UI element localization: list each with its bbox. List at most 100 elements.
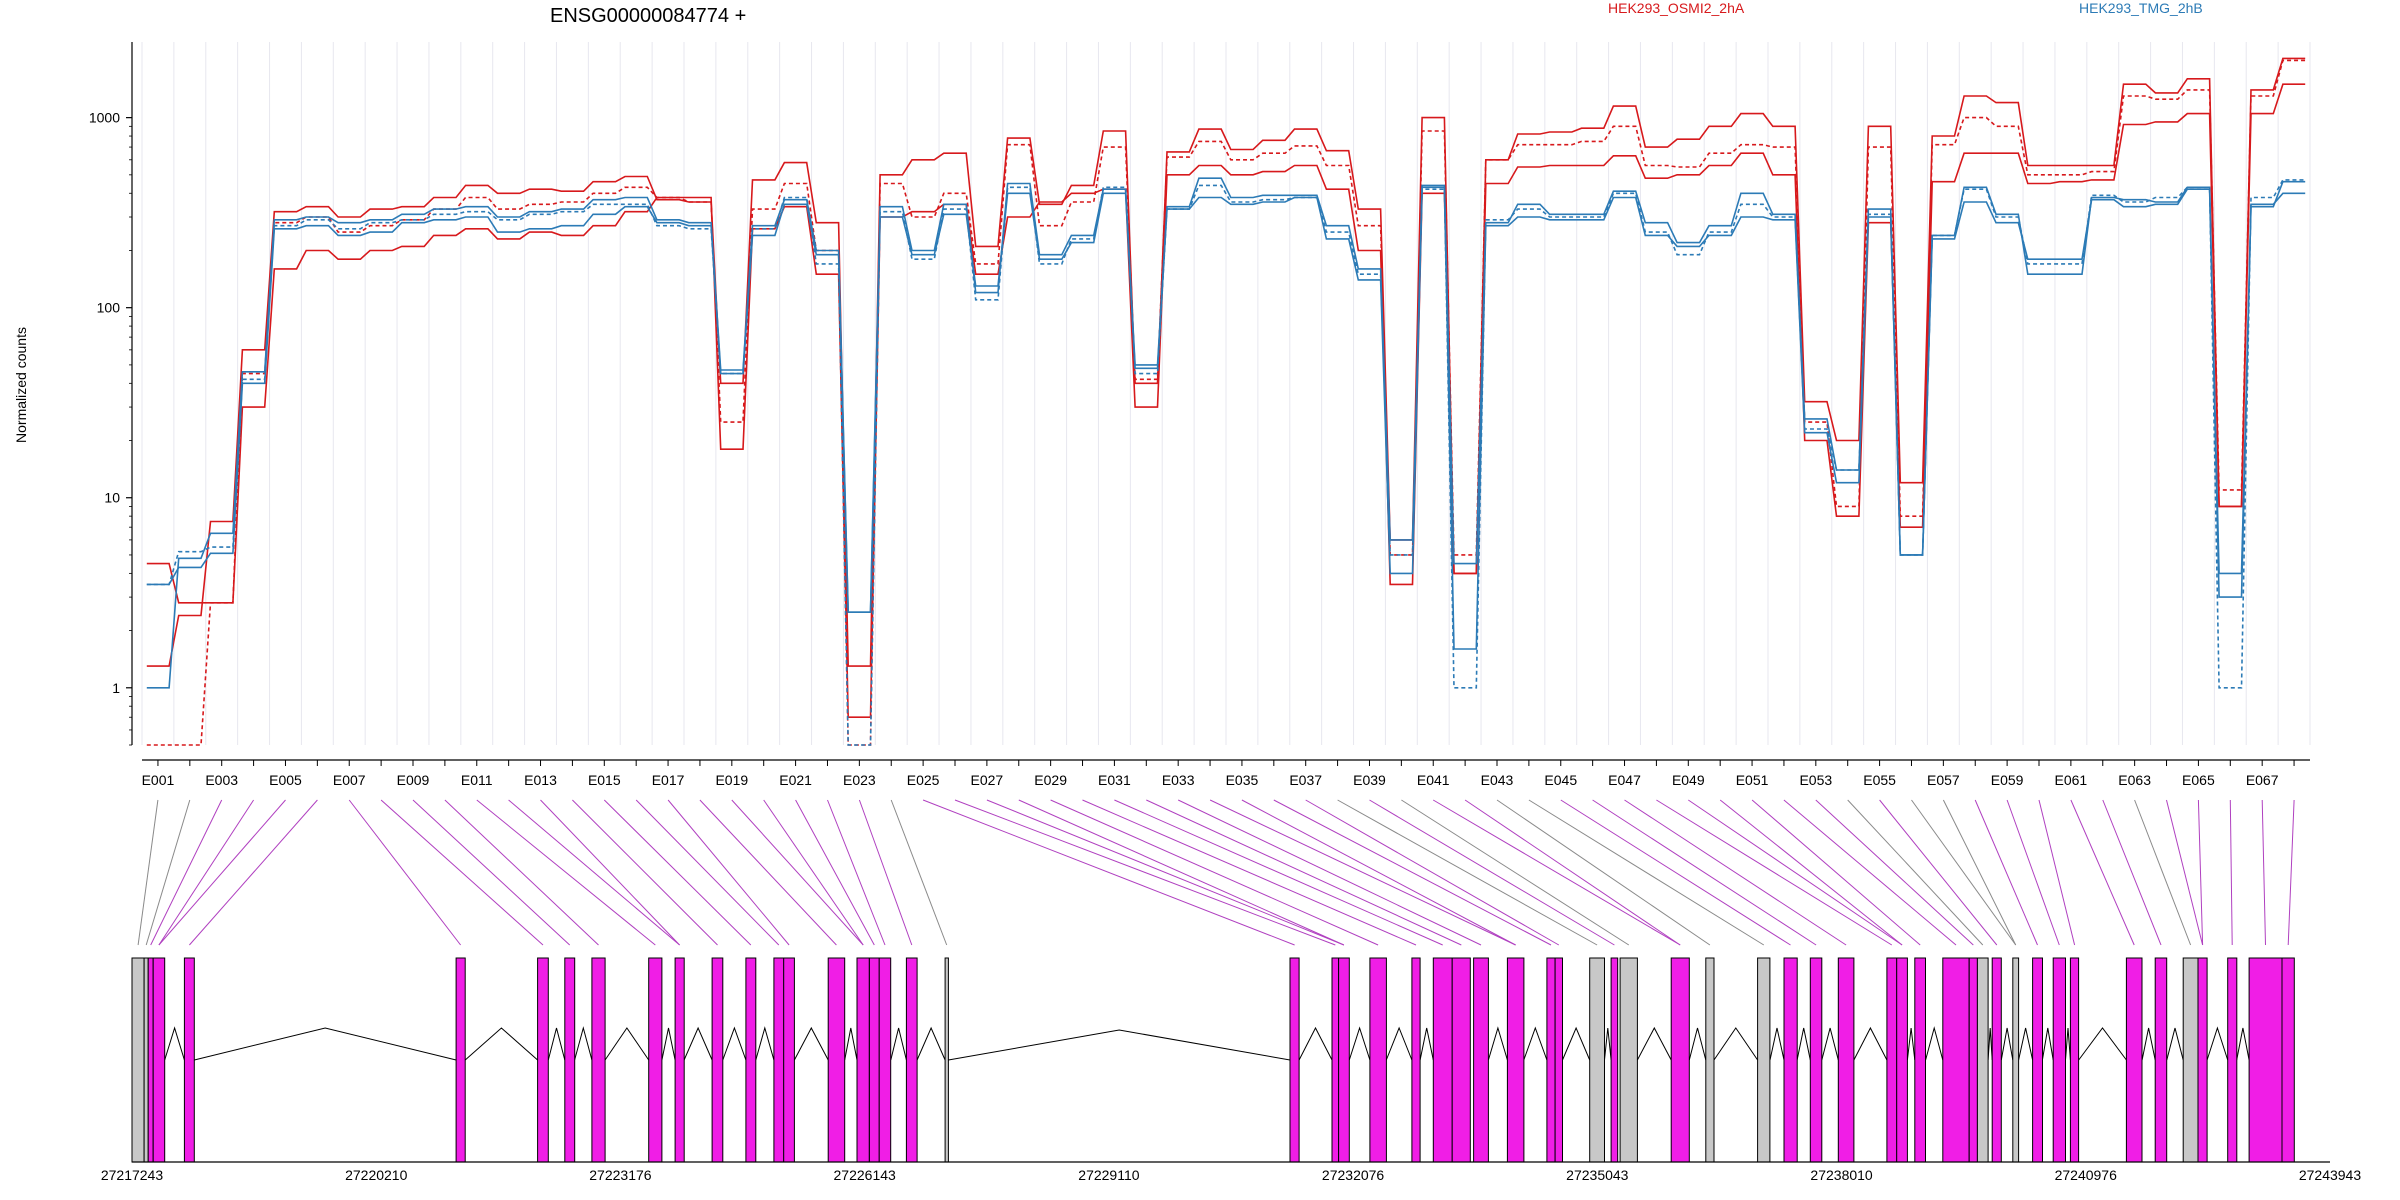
exon-block: [1610, 957, 1619, 1163]
y-tick-label: 1: [112, 680, 120, 696]
exon-connector: [1464, 799, 1681, 946]
exon-tick-label: E067: [2246, 772, 2279, 788]
exon-block: [674, 957, 685, 1163]
exon-tick-label: E023: [843, 772, 876, 788]
exon-block: [905, 957, 918, 1163]
exon-connector: [1369, 799, 1615, 946]
exon-connector: [731, 799, 864, 946]
exon-connector: [1847, 799, 1984, 946]
exon-connector: [380, 799, 544, 946]
exon-block: [1506, 957, 1525, 1163]
exon-block: [1896, 957, 1908, 1163]
exon-block: [2069, 957, 2080, 1163]
y-tick-label: 100: [97, 300, 121, 316]
exon-block: [1837, 957, 1855, 1163]
exon-block: [711, 957, 724, 1163]
series-line-4: [146, 180, 2306, 650]
exon-connector: [2261, 799, 2266, 946]
exon-connector: [348, 799, 461, 946]
exon-tick-label: E045: [1544, 772, 1577, 788]
exon-connector: [1401, 799, 1630, 946]
exon-connector: [827, 799, 886, 946]
exon-block: [1473, 957, 1489, 1163]
exon-connector: [1177, 799, 1482, 946]
exon-block-untested: [1705, 957, 1715, 1163]
legend-entry-osmi2: HEK293_OSMI2_2hA: [1608, 0, 1745, 16]
genomic-tick-label: 27223176: [589, 1167, 652, 1183]
exon-connector: [858, 799, 913, 946]
y-tick-label: 1000: [89, 110, 120, 126]
exon-connector: [508, 799, 680, 946]
exon-connector: [1656, 799, 1893, 946]
y-axis: 1 10 100 1000: [89, 42, 133, 746]
exon-tick-label: E003: [205, 772, 238, 788]
exon-connector: [158, 799, 255, 946]
exon-block: [1942, 957, 1970, 1163]
genomic-tick-label: 27217243: [101, 1167, 164, 1183]
exon-connector: [667, 799, 790, 946]
exon-block: [537, 957, 549, 1163]
genomic-tick-label: 27235043: [1566, 1167, 1629, 1183]
exon-connector: [1273, 799, 1552, 946]
genomic-tick-label: 27226143: [834, 1167, 897, 1183]
exon-block: [745, 957, 757, 1163]
exon-tick-label: E021: [779, 772, 812, 788]
exon-block: [183, 957, 195, 1163]
exon-block: [2032, 957, 2043, 1163]
genomic-tick-label: 27232076: [1322, 1167, 1385, 1183]
exon-block: [455, 957, 466, 1163]
exon-tick-label: E029: [1034, 772, 1067, 788]
exon-connector: [635, 799, 780, 946]
exon-connector: [2197, 799, 2204, 946]
exon-connector: [1815, 799, 1974, 946]
exon-tick-label: E055: [1863, 772, 1896, 788]
exon-block: [2125, 957, 2143, 1163]
exon-connector: [2038, 799, 2076, 946]
exon-tick-label: E053: [1799, 772, 1832, 788]
exon-connector: [1688, 799, 1903, 946]
exon-block: [1554, 957, 1563, 1163]
exon-connector: [1050, 799, 1379, 946]
exon-tick-label: E063: [2118, 772, 2151, 788]
exon-block: [1886, 957, 1898, 1163]
genomic-tick-label: 27243943: [2299, 1167, 2362, 1183]
genomic-tick-label: 27238010: [1810, 1167, 1873, 1183]
exon-block: [2197, 957, 2208, 1163]
exon-tick-label: E047: [1608, 772, 1641, 788]
exon-block: [868, 957, 880, 1163]
exon-connector: [1082, 799, 1417, 946]
exon-block: [856, 957, 870, 1163]
exon-block: [1411, 957, 1421, 1163]
exon-connector: [2166, 799, 2204, 946]
series-lines: [146, 57, 2306, 746]
exon-connector: [1305, 799, 1560, 946]
exon-connector: [1624, 799, 1847, 946]
exon-block-untested: [143, 957, 149, 1163]
exon-connector: [795, 799, 875, 946]
exon-connector: [2006, 799, 2060, 946]
exon-block: [591, 957, 606, 1163]
exon-connector: [540, 799, 680, 946]
exon-connector: [1911, 799, 2017, 946]
exon-tick-label: E011: [461, 772, 493, 788]
exon-connector: [1241, 799, 1516, 946]
exon-block: [1968, 957, 1978, 1163]
exon-connector: [1114, 799, 1443, 946]
exon-connector: [699, 799, 837, 946]
exon-block: [1809, 957, 1823, 1163]
exon-tick-label: E027: [971, 772, 1004, 788]
exon-block: [1432, 957, 1453, 1163]
exon-block: [2154, 957, 2168, 1163]
exon-connector: [1209, 799, 1516, 946]
exon-block: [648, 957, 663, 1163]
exon-block: [878, 957, 892, 1163]
exon-tick-label: E033: [1162, 772, 1195, 788]
exon-block: [2052, 957, 2066, 1163]
exon-block: [2227, 957, 2238, 1163]
exon-connector: [444, 799, 599, 946]
chart-title: ENSG00000084774 +: [550, 5, 746, 27]
exon-tick-label: E041: [1417, 772, 1450, 788]
exon-tick-label: E009: [397, 772, 430, 788]
genomic-tick-label: 27240976: [2055, 1167, 2118, 1183]
exon-connector: [2102, 799, 2162, 946]
